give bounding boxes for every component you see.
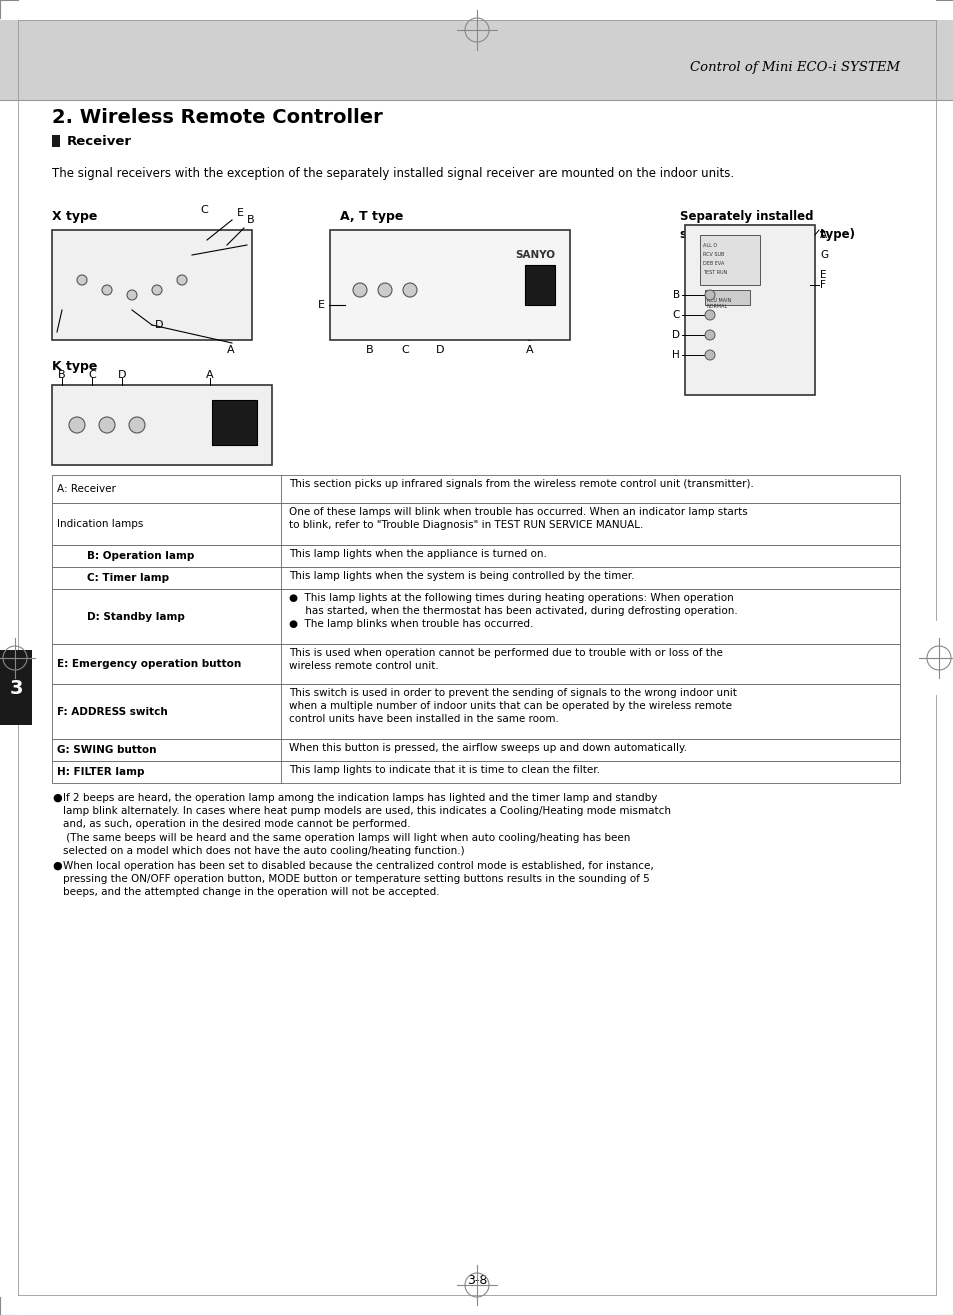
Circle shape [704,291,714,300]
Text: A: A [526,345,534,355]
Text: H: FILTER lamp: H: FILTER lamp [57,767,144,777]
Text: ●: ● [52,861,62,871]
Bar [52,567,899,589]
Text: D: Standby lamp: D: Standby lamp [87,611,185,622]
Text: 3: 3 [10,679,23,697]
Circle shape [127,291,137,300]
Text: If 2 beeps are heard, the operation lamp among the indication lamps has lighted : If 2 beeps are heard, the operation lamp… [63,793,670,856]
Bar [212,400,256,444]
Text: Control of Mini ECO-i SYSTEM: Control of Mini ECO-i SYSTEM [689,60,899,74]
Text: D: D [671,330,679,341]
Text: C: C [88,370,95,380]
Text: This lamp lights to indicate that it is time to clean the filter.: This lamp lights to indicate that it is … [289,765,599,775]
Text: 3-8: 3-8 [466,1273,487,1286]
Bar [52,684,899,739]
Circle shape [704,330,714,341]
Text: 2. Wireless Remote Controller: 2. Wireless Remote Controller [52,108,382,126]
Text: A: A [227,345,234,355]
Text: One of these lamps will blink when trouble has occurred. When an indicator lamp : One of these lamps will blink when troub… [289,508,747,530]
Text: D: D [436,345,444,355]
Text: X type: X type [52,210,97,224]
Text: Separately installed
signal receiver (U, D type): Separately installed signal receiver (U,… [679,210,854,241]
Bar [52,230,252,341]
Text: E: E [236,208,244,218]
Text: ●  This lamp lights at the following times during heating operations: When opera: ● This lamp lights at the following time… [289,593,737,630]
Circle shape [69,417,85,433]
Text: When local operation has been set to disabled because the centralized control mo: When local operation has been set to dis… [63,861,653,897]
Text: This is used when operation cannot be performed due to trouble with or loss of t: This is used when operation cannot be pe… [289,648,722,671]
Circle shape [102,285,112,295]
Text: This switch is used in order to prevent the sending of signals to the wrong indo: This switch is used in order to prevent … [289,688,736,725]
Text: When this button is pressed, the airflow sweeps up and down automatically.: When this button is pressed, the airflow… [289,743,686,753]
Bar [52,589,899,644]
Bar [330,230,569,341]
Circle shape [353,283,367,297]
Text: TEST RUN: TEST RUN [702,270,726,275]
Bar [524,266,555,305]
Text: A, T type: A, T type [339,210,403,224]
Text: A: Receiver: A: Receiver [57,484,115,494]
Text: G: G [820,250,827,260]
Text: K type: K type [52,360,97,373]
Bar [0,20,953,100]
Text: G: SWING button: G: SWING button [57,746,156,755]
Text: This lamp lights when the appliance is turned on.: This lamp lights when the appliance is t… [289,548,546,559]
Bar [52,761,899,782]
Circle shape [77,275,87,285]
Text: B: B [58,370,66,380]
Bar [52,504,899,544]
Bar [684,225,814,394]
Circle shape [177,275,187,285]
Text: D: D [154,320,163,330]
Circle shape [377,283,392,297]
Text: E: Emergency operation button: E: Emergency operation button [57,659,241,669]
Circle shape [99,417,115,433]
Text: ALL O: ALL O [702,243,717,249]
Text: Indication lamps: Indication lamps [57,519,143,529]
Text: C: C [400,345,409,355]
Text: C: Timer lamp: C: Timer lamp [87,573,169,583]
Bar [52,644,899,684]
Text: A: A [206,370,213,380]
Bar [700,235,760,285]
Bar [0,650,32,725]
Text: B: B [672,291,679,300]
Bar [52,544,899,567]
Circle shape [704,310,714,320]
Text: RCU MAIN
NORMAL: RCU MAIN NORMAL [706,299,731,309]
Text: B: Operation lamp: B: Operation lamp [87,551,194,562]
Text: DEB EVA: DEB EVA [702,260,723,266]
Text: A: A [820,230,826,241]
Text: This lamp lights when the system is being controlled by the timer.: This lamp lights when the system is bein… [289,571,634,581]
Bar [52,739,899,761]
Text: Receiver: Receiver [67,134,132,147]
Bar [704,291,749,305]
Text: B: B [366,345,374,355]
Text: RCV SUB: RCV SUB [702,252,723,256]
Text: B: B [247,214,254,225]
Text: H: H [672,350,679,360]
Text: F: F [820,280,825,291]
Text: C: C [672,310,679,320]
Text: SANYO: SANYO [515,250,555,260]
Text: C: C [200,205,208,214]
Text: ●: ● [52,793,62,803]
Circle shape [704,350,714,360]
Text: D: D [117,370,126,380]
Text: F: ADDRESS switch: F: ADDRESS switch [57,706,168,717]
Bar [52,475,899,504]
Circle shape [152,285,162,295]
Bar [52,135,60,147]
Circle shape [129,417,145,433]
Text: E: E [317,300,325,310]
Bar [52,385,272,466]
Text: This section picks up infrared signals from the wireless remote control unit (tr: This section picks up infrared signals f… [289,479,753,489]
Circle shape [402,283,416,297]
Text: E: E [820,270,825,280]
Text: The signal receivers with the exception of the separately installed signal recei: The signal receivers with the exception … [52,167,734,180]
